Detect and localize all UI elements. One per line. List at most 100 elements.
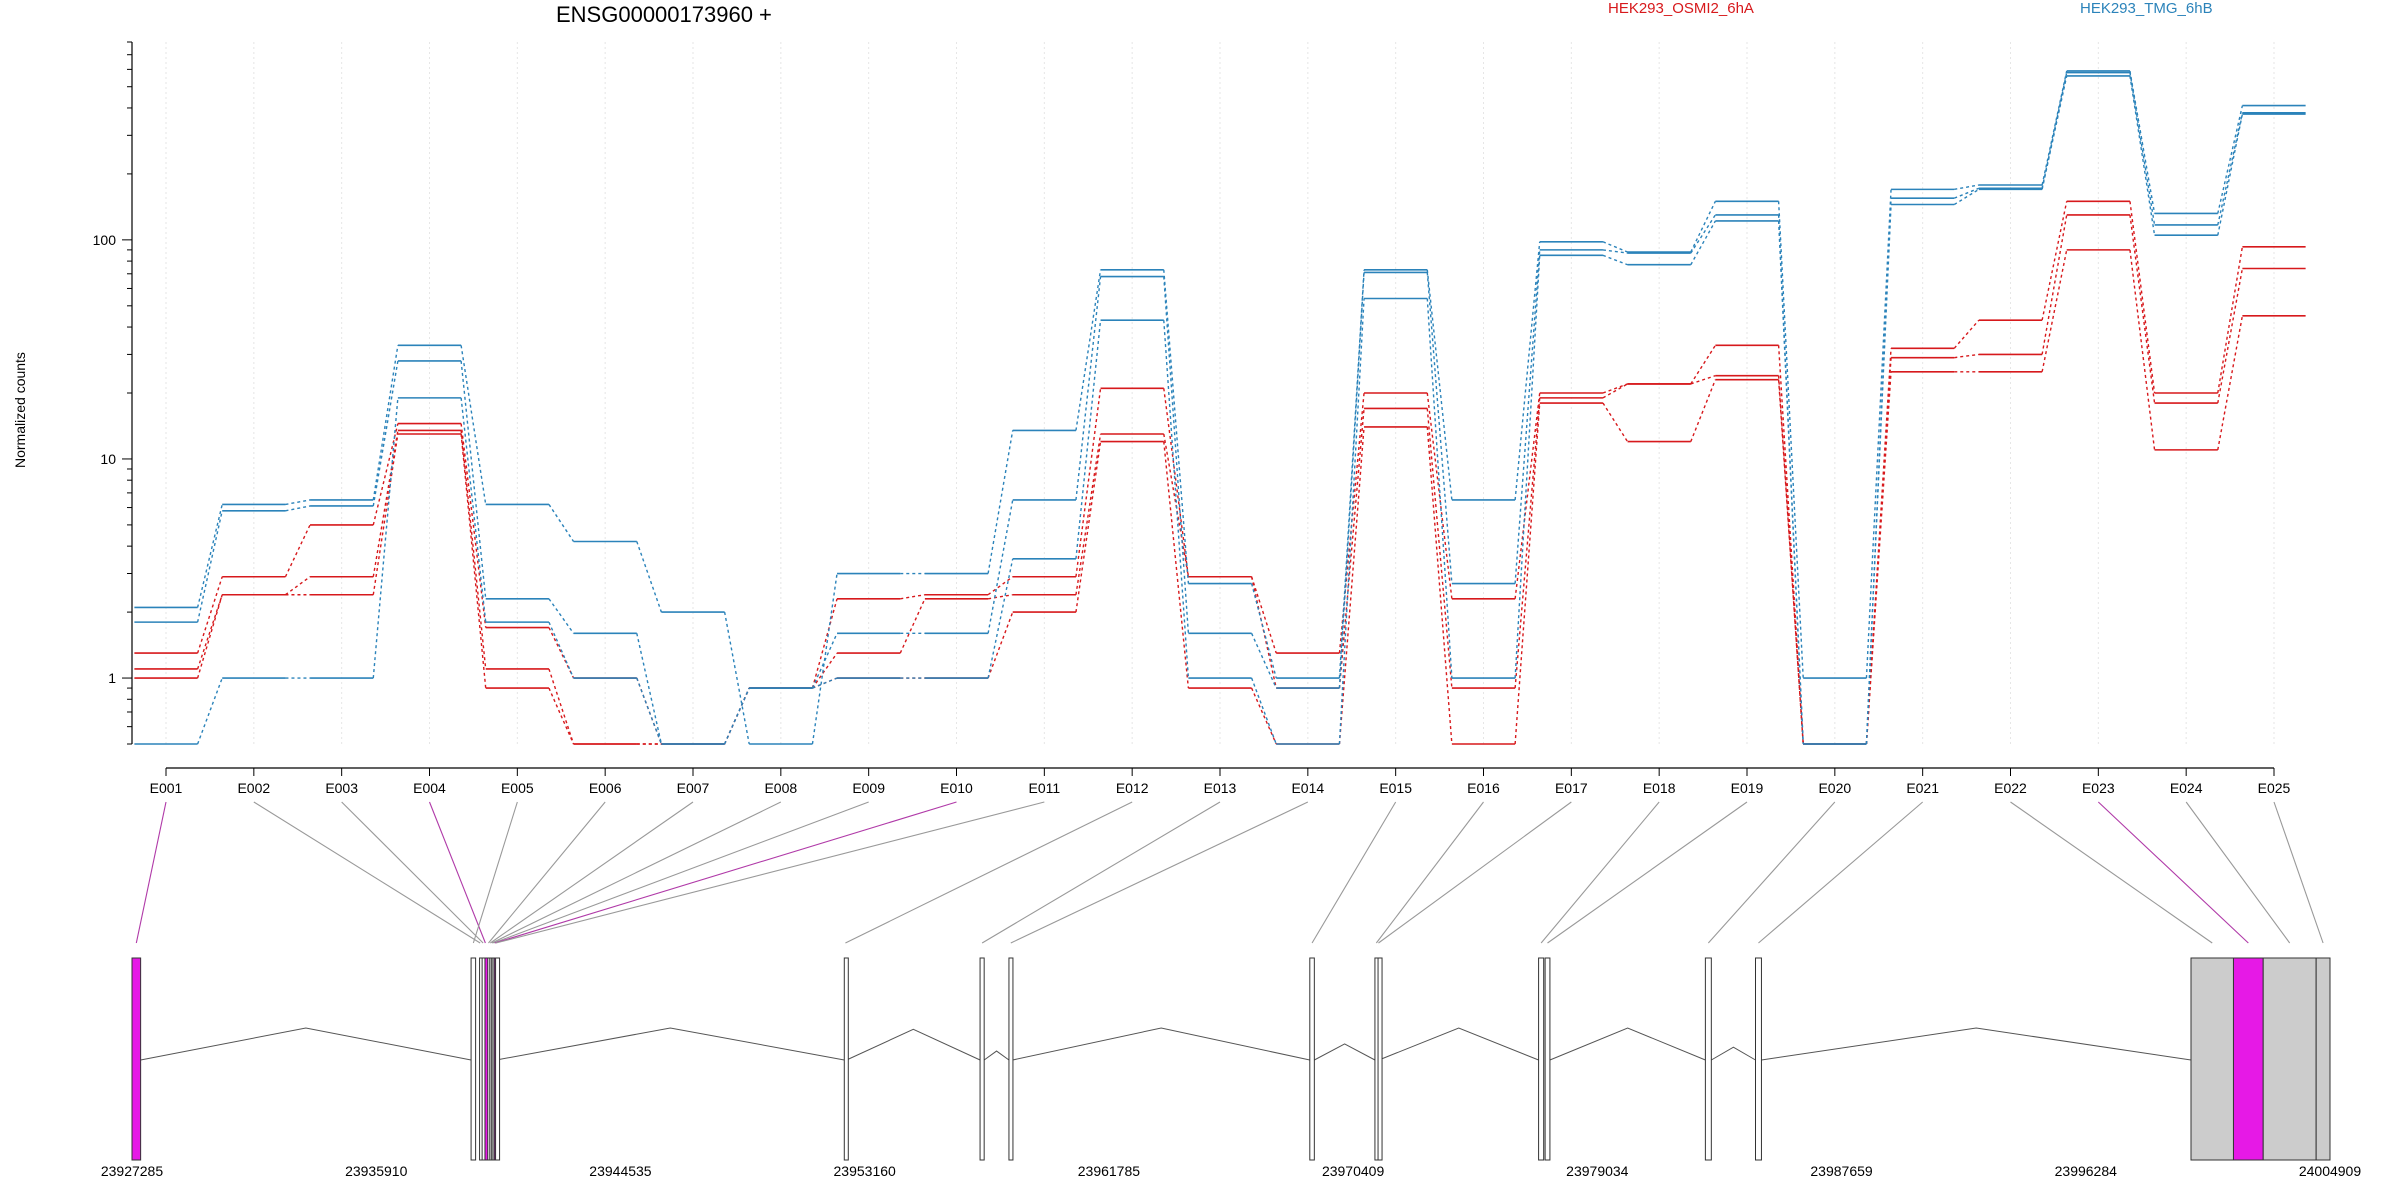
connector <box>460 360 487 599</box>
connector <box>1250 576 1277 654</box>
x-tick-label: E003 <box>325 780 358 796</box>
connector <box>196 504 223 608</box>
connector <box>548 627 575 679</box>
connector <box>548 504 575 542</box>
connector <box>811 598 838 689</box>
connector <box>1777 379 1804 745</box>
y-tick-label: 100 <box>93 232 117 248</box>
connector <box>900 594 925 600</box>
connector <box>2217 112 2244 226</box>
connector <box>1602 383 1628 399</box>
legend-entry-tmg: HEK293_TMG_6hB <box>2080 0 2213 17</box>
exon-box-E023 <box>2232 957 2264 1161</box>
connector <box>2217 315 2244 451</box>
exon-connector <box>1547 801 1748 944</box>
connector <box>1777 201 1804 679</box>
connector <box>2129 70 2156 214</box>
connector <box>548 621 575 679</box>
connector <box>723 687 750 745</box>
series-6 <box>134 75 2306 745</box>
connector <box>2217 246 2244 394</box>
connector <box>2041 249 2068 372</box>
connector <box>285 499 311 506</box>
connector <box>2041 201 2068 321</box>
exon-box-E011 <box>495 957 501 1161</box>
connector <box>2129 201 2156 394</box>
connector <box>1690 374 1716 385</box>
x-tick-label: E016 <box>1467 780 1500 796</box>
y-tick-label: 1 <box>108 670 116 686</box>
connector <box>2041 70 2068 186</box>
connector <box>372 397 399 679</box>
connector <box>899 598 926 654</box>
exon-connector <box>1010 801 1309 944</box>
x-tick-label: E025 <box>2258 780 2291 796</box>
connector <box>2129 75 2156 236</box>
connector <box>1865 204 1892 745</box>
connector <box>2217 113 2244 236</box>
genomic-coordinate-label: 23927285 <box>101 1163 164 1179</box>
connector <box>1338 298 1365 745</box>
connector <box>460 433 487 689</box>
exon-connector <box>981 801 1221 944</box>
exon-connector <box>1311 801 1397 944</box>
connector <box>1163 269 1190 584</box>
connector <box>987 558 1014 679</box>
exon-connector <box>2185 801 2291 944</box>
connector <box>811 633 838 689</box>
connector <box>1426 269 1453 501</box>
connector <box>1426 408 1453 689</box>
intron <box>1711 1046 1756 1061</box>
connector <box>372 423 399 526</box>
connector <box>636 633 663 745</box>
x-axis: E001 E002 E003 E004 E005 E006 E007 E008 E009 E010… <box>150 767 2291 796</box>
exon-connector <box>494 801 957 944</box>
connector <box>1953 188 1980 206</box>
plot-title: ENSG00000173960 + <box>556 2 772 27</box>
connector <box>1954 184 1980 191</box>
connector <box>812 677 838 689</box>
intron <box>846 1028 981 1061</box>
connector <box>548 687 575 745</box>
x-tick-label: E014 <box>1291 780 1324 796</box>
exon-box-E020 <box>1704 957 1712 1161</box>
intron <box>140 1027 472 1061</box>
connector <box>1865 371 1892 745</box>
connector <box>1690 214 1716 254</box>
connector <box>1777 220 1804 745</box>
connector <box>1602 254 1628 266</box>
connector <box>1163 388 1190 577</box>
intron <box>1012 1027 1310 1061</box>
series-4 <box>134 70 2306 745</box>
connector <box>1954 353 1979 359</box>
connector <box>196 576 223 654</box>
connector <box>285 505 311 512</box>
y-tick-label: 10 <box>100 451 116 467</box>
connector <box>460 397 487 623</box>
connector <box>723 611 750 745</box>
exon-box-E005 <box>470 957 477 1161</box>
x-tick-label: E022 <box>1994 780 2027 796</box>
exon-connector <box>135 801 167 944</box>
connector <box>2129 214 2156 404</box>
connector <box>1075 320 1102 559</box>
exon-connector <box>2097 801 2249 944</box>
connector <box>811 573 838 745</box>
genomic-coordinate-label: 23987659 <box>1810 1163 1873 1179</box>
exon-box-E015 <box>1309 957 1315 1161</box>
connector <box>1690 344 1716 385</box>
connector <box>1514 241 1541 501</box>
connector <box>2041 214 2068 355</box>
connector <box>2041 75 2068 190</box>
connector <box>1075 441 1102 613</box>
connector <box>1514 255 1541 679</box>
x-tick-label: E020 <box>1818 780 1851 796</box>
x-tick-label: E008 <box>764 780 797 796</box>
connector <box>1954 187 1980 199</box>
connector <box>988 594 1013 600</box>
genomic-coordinate-label: 24004909 <box>2299 1163 2362 1179</box>
intron <box>1549 1027 1706 1061</box>
legend-entry-osmi2: HEK293_OSMI2_6hA <box>1608 0 1754 17</box>
connector <box>1602 241 1628 253</box>
x-tick-label: E001 <box>150 780 183 796</box>
